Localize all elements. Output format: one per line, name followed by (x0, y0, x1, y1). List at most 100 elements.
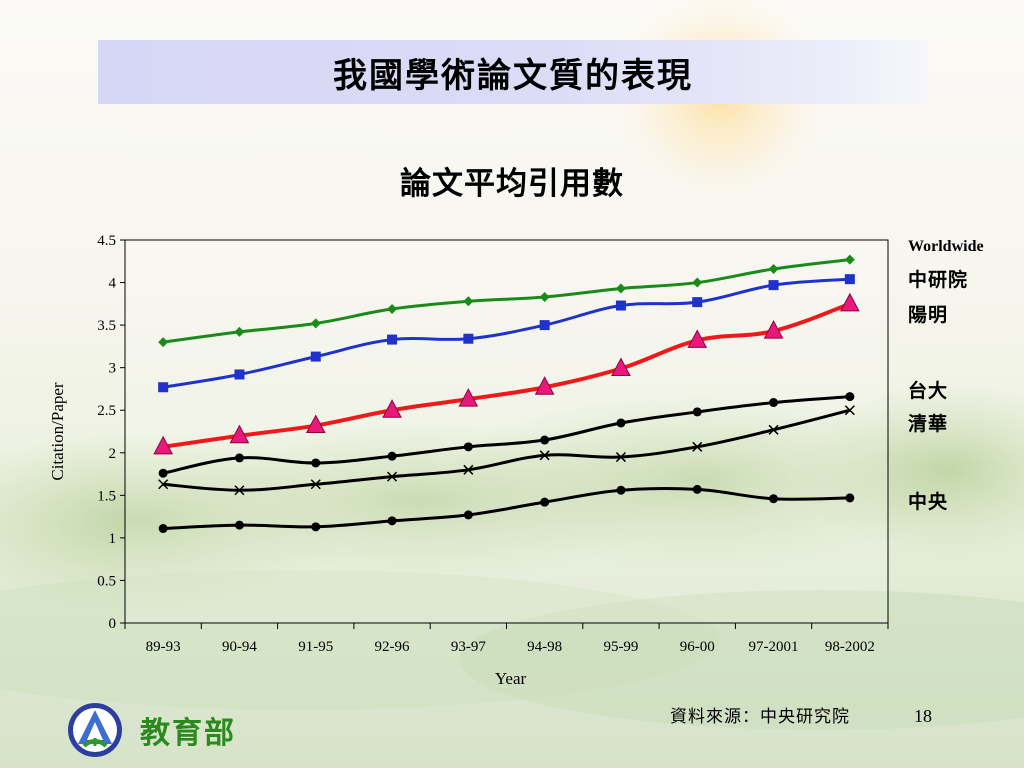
data-point-5 (769, 494, 779, 504)
x-tick-label: 96-00 (680, 639, 715, 655)
x-marker-stroke (692, 441, 703, 452)
series-line-4 (163, 408, 851, 492)
data-point-4 (158, 479, 169, 490)
series-line-0 (162, 258, 851, 344)
data-point-4 (387, 471, 398, 482)
data-point-0 (615, 283, 626, 294)
data-point-5 (387, 516, 397, 526)
legend-label-worldwide: Worldwide (908, 238, 984, 255)
slide-title: 我國學術論文質的表現 (333, 55, 693, 96)
x-tick-label: 89-93 (146, 639, 181, 655)
data-point-2 (763, 320, 784, 339)
x-marker-stroke (844, 405, 855, 416)
data-point-3 (158, 468, 168, 478)
legend-label-ncu: 中央 (908, 491, 949, 513)
x-tick-label: 91-95 (298, 639, 333, 655)
legend-label-tsinghua: 清華 (908, 413, 949, 435)
data-source-note: 資料來源：中央研究院 (670, 707, 850, 727)
data-point-4 (310, 479, 321, 490)
data-point-4 (615, 452, 626, 463)
data-point-0 (768, 263, 779, 274)
y-tick-label: 3 (109, 361, 117, 377)
x-marker-stroke (387, 471, 398, 482)
data-point-4 (844, 405, 855, 416)
data-point-4 (539, 450, 550, 461)
x-marker-stroke (539, 450, 550, 461)
chart-title: 論文平均引用數 (400, 166, 624, 202)
data-point-0 (463, 296, 474, 307)
data-point-5 (158, 524, 168, 534)
x-axis-title: Year (495, 669, 527, 688)
data-point-0 (539, 292, 550, 303)
y-axis-title: Citation/Paper (48, 382, 67, 481)
data-point-5 (311, 522, 321, 532)
data-point-0 (692, 277, 703, 288)
x-tick-label: 98-2002 (825, 639, 875, 655)
data-point-3 (463, 442, 473, 452)
x-tick-label: 90-94 (222, 639, 257, 655)
x-marker-stroke (310, 479, 321, 490)
data-point-0 (387, 303, 398, 314)
data-point-4 (463, 464, 474, 475)
data-point-3 (540, 435, 550, 445)
legend-label-sinica: 中研院 (908, 269, 969, 291)
data-point-3 (234, 453, 244, 463)
data-point-2 (611, 357, 631, 377)
x-tick-label: 94-98 (527, 639, 562, 655)
title-band (98, 40, 928, 104)
data-point-0 (844, 254, 855, 265)
y-tick-label: 2 (109, 446, 117, 462)
data-point-5 (616, 485, 626, 495)
data-point-1 (692, 297, 703, 308)
data-point-1 (387, 334, 398, 345)
series-line-1 (162, 277, 850, 389)
y-tick-label: 4.5 (97, 233, 116, 249)
data-point-2 (687, 329, 708, 348)
data-point-1 (768, 280, 779, 291)
x-marker-stroke (615, 452, 626, 463)
x-tick-label: 93-97 (451, 639, 486, 655)
data-point-5 (845, 493, 855, 503)
data-point-1 (158, 382, 169, 393)
data-point-1 (310, 351, 321, 362)
ministry-logo (68, 703, 122, 757)
data-point-4 (234, 485, 245, 496)
data-point-2 (382, 399, 402, 418)
data-point-3 (845, 392, 855, 402)
y-tick-label: 0.5 (97, 573, 116, 589)
legend-label-yangming: 陽明 (908, 304, 949, 326)
data-point-2 (153, 435, 173, 455)
y-tick-label: 1 (109, 531, 117, 547)
x-tick-label: 97-2001 (749, 639, 799, 655)
x-marker-stroke (234, 485, 245, 496)
series-line-3 (162, 395, 850, 475)
y-tick-label: 3.5 (97, 318, 116, 334)
data-point-5 (234, 520, 244, 530)
page-number: 18 (914, 706, 932, 726)
data-point-0 (158, 337, 169, 348)
data-point-1 (463, 333, 474, 344)
data-point-5 (463, 510, 473, 520)
data-point-3 (692, 407, 702, 417)
y-tick-label: 2.5 (97, 403, 116, 419)
y-tick-label: 4 (109, 276, 117, 292)
x-tick-label: 92-96 (375, 639, 410, 655)
series-line-2 (162, 301, 851, 449)
data-point-5 (692, 484, 702, 494)
data-point-1 (539, 320, 550, 331)
data-point-2 (229, 424, 250, 444)
x-tick-label: 95-99 (603, 639, 638, 655)
data-point-3 (311, 458, 321, 468)
y-tick-label: 0 (109, 616, 117, 632)
ministry-name: 教育部 (140, 716, 236, 751)
y-tick-label: 1.5 (97, 488, 116, 504)
data-point-2 (305, 414, 326, 434)
series-line-5 (163, 486, 850, 531)
data-point-0 (234, 326, 245, 337)
data-point-1 (615, 300, 626, 311)
legend-label-ntu: 台大 (908, 380, 949, 402)
x-marker-stroke (768, 424, 779, 435)
data-point-3 (616, 418, 626, 428)
data-point-5 (540, 497, 550, 507)
data-point-4 (692, 441, 703, 452)
